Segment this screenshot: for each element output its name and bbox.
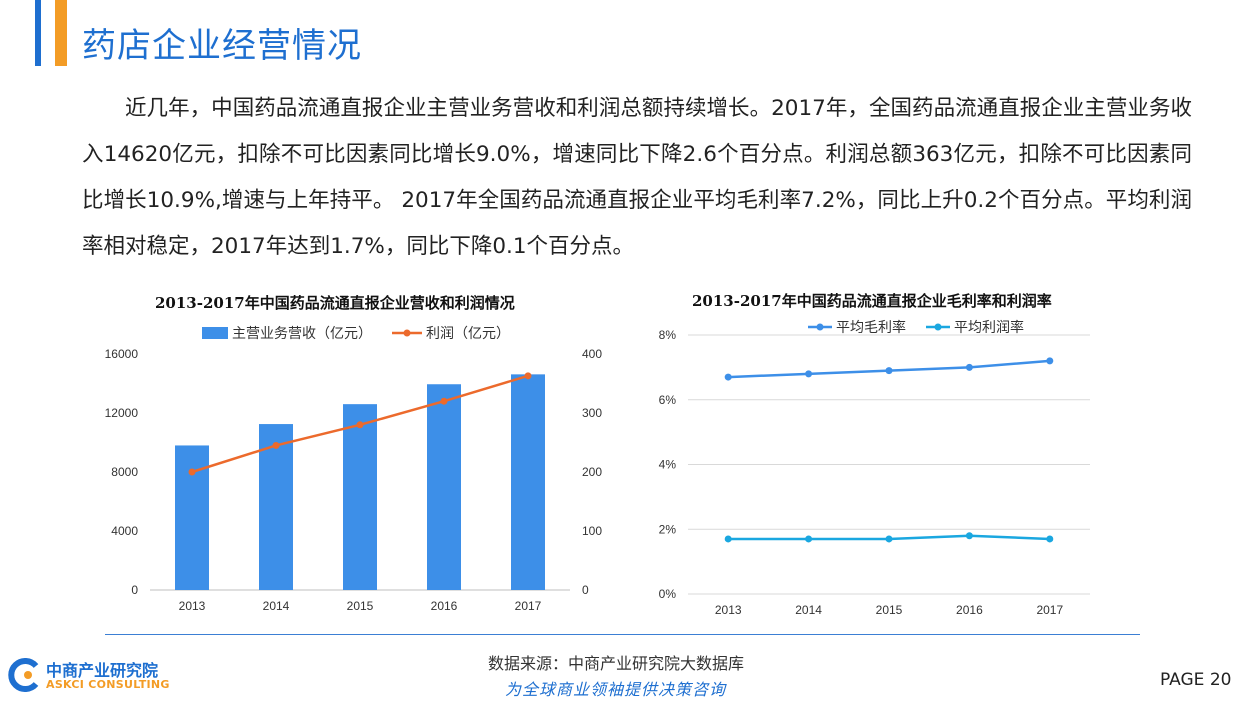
x-tick-label: 2016 bbox=[956, 603, 983, 617]
y-right-tick-label: 200 bbox=[582, 465, 602, 479]
legend-marker-1 bbox=[934, 323, 942, 331]
profit-point bbox=[356, 421, 364, 429]
header-accent-blue bbox=[35, 0, 41, 66]
x-tick-label: 2016 bbox=[431, 599, 458, 613]
series-point-1 bbox=[805, 535, 813, 543]
logo-text-cn: 中商产业研究院 bbox=[46, 661, 159, 680]
x-tick-label: 2013 bbox=[179, 599, 206, 613]
profit-point bbox=[272, 441, 280, 449]
legend-label-revenue: 主营业务营收（亿元） bbox=[232, 325, 372, 341]
y-right-tick-label: 100 bbox=[582, 524, 602, 538]
chart1-axes: 0 4000 8000 12000 16000 0 100 200 300 400 2013 2014… bbox=[105, 347, 603, 613]
profit-point bbox=[188, 468, 196, 476]
revenue-bar bbox=[511, 374, 545, 590]
x-tick-label: 2015 bbox=[876, 603, 903, 617]
x-tick-label: 2014 bbox=[263, 599, 290, 613]
slogan: 为全球商业领袖提供决策咨询 bbox=[505, 680, 727, 699]
x-tick-label: 2014 bbox=[795, 603, 822, 617]
series-point-1 bbox=[1046, 535, 1054, 543]
y-left-tick-label: 0 bbox=[131, 583, 138, 597]
series-point-0 bbox=[1046, 357, 1054, 365]
legend-marker-0 bbox=[816, 323, 824, 331]
profit-point bbox=[524, 372, 532, 380]
series-point-1 bbox=[724, 535, 732, 543]
legend-label-1: 平均利润率 bbox=[954, 319, 1024, 335]
chart1-legend: 主营业务营收（亿元） 利润（亿元） bbox=[202, 325, 510, 341]
y-left-tick-label: 12000 bbox=[105, 406, 139, 420]
y-tick-label: 6% bbox=[659, 393, 677, 407]
y-tick-label: 4% bbox=[659, 458, 677, 472]
x-tick-label: 2013 bbox=[715, 603, 742, 617]
y-right-tick-label: 300 bbox=[582, 406, 602, 420]
series-point-0 bbox=[805, 370, 813, 378]
series-point-0 bbox=[724, 373, 732, 381]
company-logo: 中商产业研究院 ASKCI CONSULTING bbox=[8, 655, 170, 695]
legend-marker-profit bbox=[403, 329, 411, 337]
chart1-revenue-profit: 主营业务营收（亿元） 利润（亿元） 0 4000 8000 12000 16000 0 100… bbox=[105, 325, 603, 613]
y-tick-label: 8% bbox=[659, 328, 677, 342]
x-tick-label: 2017 bbox=[515, 599, 542, 613]
page-title: 药店企业经营情况 bbox=[82, 26, 362, 66]
y-tick-label: 2% bbox=[659, 522, 677, 536]
logo-mark-icon bbox=[8, 658, 39, 692]
chart1-bars bbox=[175, 374, 545, 590]
y-left-tick-label: 16000 bbox=[105, 347, 139, 361]
chart2-margin-rates: 平均毛利率 平均利润率 0% 2% 4% 6% 8% 2013 2014 2015 2016 201… bbox=[659, 319, 1090, 617]
chart2-title: 2013-2017年中国药品流通直报企业毛利率和利润率 bbox=[692, 292, 1052, 310]
y-tick-label: 0% bbox=[659, 587, 677, 601]
y-right-tick-label: 400 bbox=[582, 347, 602, 361]
chart2-legend: 平均毛利率 平均利润率 bbox=[808, 319, 1024, 335]
chart2-axes: 0% 2% 4% 6% 8% 2013 2014 2015 2016 2017 bbox=[659, 328, 1090, 617]
footer-divider bbox=[105, 634, 1140, 635]
legend-swatch-revenue bbox=[202, 327, 228, 339]
series-point-0 bbox=[885, 367, 893, 375]
x-tick-label: 2017 bbox=[1036, 603, 1063, 617]
data-source: 数据来源：中商产业研究院大数据库 bbox=[488, 654, 745, 673]
y-left-tick-label: 8000 bbox=[111, 465, 138, 479]
x-tick-label: 2015 bbox=[347, 599, 374, 613]
revenue-bar bbox=[427, 384, 461, 590]
series-point-1 bbox=[965, 532, 973, 540]
series-point-0 bbox=[965, 363, 973, 371]
header-accent-orange bbox=[55, 0, 67, 66]
revenue-bar bbox=[259, 424, 293, 590]
y-right-tick-label: 0 bbox=[582, 583, 589, 597]
page-number: PAGE 20 bbox=[1160, 670, 1232, 690]
profit-point bbox=[440, 397, 448, 405]
logo-text-en: ASKCI CONSULTING bbox=[46, 678, 170, 691]
chart1-title: 2013-2017年中国药品流通直报企业营收和利润情况 bbox=[155, 294, 515, 312]
series-point-1 bbox=[885, 535, 893, 543]
revenue-bar bbox=[343, 404, 377, 590]
summary-paragraph: 近几年，中国药品流通直报企业主营业务营收和利润总额持续增长。2017年，全国药品… bbox=[82, 96, 1192, 259]
legend-label-profit: 利润（亿元） bbox=[426, 325, 510, 341]
y-left-tick-label: 4000 bbox=[111, 524, 138, 538]
chart1-profit-line bbox=[188, 372, 532, 476]
chart2-lines bbox=[724, 357, 1054, 543]
legend-label-0: 平均毛利率 bbox=[836, 319, 906, 335]
